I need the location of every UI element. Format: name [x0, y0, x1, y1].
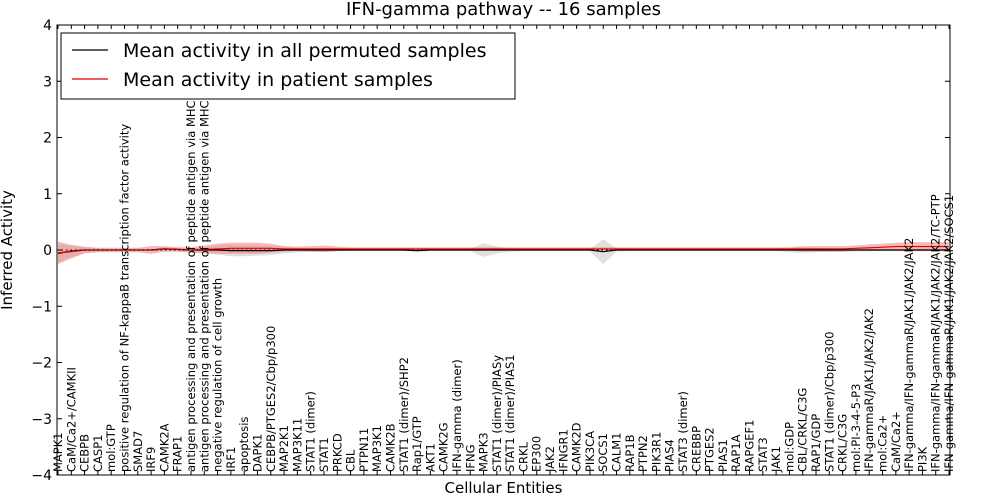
entity-label: PIK3CA: [583, 431, 597, 472]
y-tick-label: −2: [31, 356, 52, 372]
entity-label: CaM/Ca2+/CAMKII: [64, 367, 78, 472]
entity-label: RAP1B: [623, 434, 637, 472]
entity-label: CASP1: [91, 435, 105, 472]
entity-label: mol:GDP: [782, 422, 796, 472]
entity-label: PTGES2: [703, 427, 717, 472]
entity-label: STAT1 (dimer)/PIAS1: [503, 354, 517, 472]
entity-labels: MAPK1 CaM/Ca2+/CAMKII CEBPB CASP1 mol:GTP pos…: [51, 58, 956, 473]
entity-label: PI3K: [915, 446, 929, 472]
entity-label: antigen processing and presentation of p…: [197, 58, 211, 472]
legend-box: [60, 32, 516, 100]
entity-label: CEBPB/PTGES2/Cbp/p300: [264, 326, 278, 472]
entity-label: apoptosis: [237, 417, 251, 472]
entity-label: IFNG: [463, 444, 477, 472]
band-series-1: [58, 241, 949, 265]
y-axis-label: Inferred Activity: [0, 190, 16, 310]
entity-label: MAPK3: [477, 432, 491, 472]
entity-label: DAPK1: [251, 434, 265, 472]
entity-label: CEBPB: [78, 434, 92, 472]
entity-label: PTPN11: [357, 428, 371, 472]
entity-label: CALM1: [610, 432, 624, 472]
y-tick-label: 1: [43, 187, 52, 203]
entity-label: positive regulation of NF-kappaB transcr…: [118, 124, 132, 472]
y-tick-label: −4: [31, 468, 52, 484]
entity-label: EP300: [530, 436, 544, 472]
entity-label: IFN-gamma (dimer): [450, 359, 464, 472]
band-series-0: [58, 239, 949, 265]
line-series-1: [57, 246, 949, 254]
entity-label: IFNGR1: [556, 429, 570, 472]
entity-label: MAP3K11: [290, 418, 304, 472]
confidence-bands: [58, 239, 949, 265]
entity-label: PIK3R1: [649, 432, 663, 473]
entity-label: PIAS4: [663, 439, 677, 472]
entity-label: mol:PI-3-4-5-P3: [849, 384, 863, 472]
entity-label: MAPK1: [51, 432, 65, 472]
y-tick-label: −1: [31, 299, 52, 315]
entity-label: JAK2: [543, 446, 557, 473]
entity-label: STAT1 (dimer)/PIASy: [490, 355, 504, 472]
entity-label: SOCS1: [596, 433, 610, 472]
entity-label: MAP2K1: [277, 425, 291, 472]
entity-label: IRF9: [144, 447, 158, 472]
entity-label: CAMK2A: [157, 423, 171, 472]
entity-label: IRF1: [224, 447, 238, 472]
entity-label: IFN-gamma/IFN-gammaR/JAK1/JAK2/JAK2/SOCS…: [942, 195, 956, 472]
chart-title: IFN-gamma pathway -- 16 samples: [346, 0, 661, 20]
entity-label: mol:GTP: [104, 424, 118, 472]
entity-label: RAP1A: [729, 434, 743, 472]
entity-label: PRKCD: [330, 433, 344, 472]
entity-label: IFN-gamma/IFN-gammaR/JAK1/JAK2/JAK2/TC-P…: [929, 194, 943, 472]
entity-label: CAMK2D: [570, 422, 584, 472]
entity-label: Rap1/GTP: [410, 416, 424, 472]
entity-label: negative regulation of cell growth: [211, 278, 225, 472]
legend-label-permuted: Mean activity in all permuted samples: [123, 40, 486, 62]
entity-label: SMAD7: [131, 431, 145, 472]
legend-label-patient: Mean activity in patient samples: [123, 69, 433, 91]
entity-label: RAP1/GDP: [809, 414, 823, 472]
axes: 4 3 2 1 0 −1 −2 −3 −4: [31, 18, 951, 484]
entity-label: antigen processing and presentation of p…: [184, 61, 198, 472]
entity-label: STAT1 (dimer): [304, 391, 318, 472]
entity-label: mol:Ca2+: [876, 415, 890, 472]
entity-label: STAT3 (dimer): [676, 391, 690, 472]
entity-label: JAK1: [769, 446, 783, 473]
y-tick-label: 2: [43, 131, 52, 147]
entity-label: STAT3: [756, 437, 770, 472]
entity-label: CBL/CRKL/C3G: [796, 388, 810, 472]
entity-label: CaM/Ca2+: [889, 411, 903, 472]
entity-label: CRKL: [516, 441, 530, 472]
entity-label: STAT1 (dimer)/Cbp/p300: [822, 331, 836, 472]
entity-label: PIAS1: [716, 439, 730, 472]
entity-label: CBL: [344, 449, 358, 472]
entity-label: IFN-gamma/IFN-gammaR/JAK1/JAK2/JAK2: [902, 238, 916, 472]
entity-label: IFN-gammaR/JAK1/JAK2/JAK2: [862, 308, 876, 472]
legend: Mean activity in all permuted samples Me…: [60, 32, 516, 100]
entity-label: FRAP1: [171, 436, 185, 472]
entity-label: CRKL/C3G: [836, 414, 850, 472]
entity-label: RAPGEF1: [743, 420, 757, 472]
y-tick-label: 0: [43, 243, 52, 259]
entity-label: CREBBP: [689, 426, 703, 472]
entity-label: STAT1 (dimer)/SHP2: [397, 357, 411, 472]
y-tick-label: 4: [43, 18, 52, 34]
y-tick-label: 3: [43, 74, 52, 90]
y-tick-label: −3: [31, 412, 52, 428]
entity-label: CAMK2B: [384, 423, 398, 472]
entity-label: MAP3K1: [370, 425, 384, 472]
entity-label: CAMK2G: [437, 422, 451, 472]
x-axis-label: Cellular Entities: [445, 479, 563, 497]
entity-label: AKT1: [423, 443, 437, 472]
entity-label: STAT1: [317, 437, 331, 472]
entity-label: PTPN2: [636, 435, 650, 472]
